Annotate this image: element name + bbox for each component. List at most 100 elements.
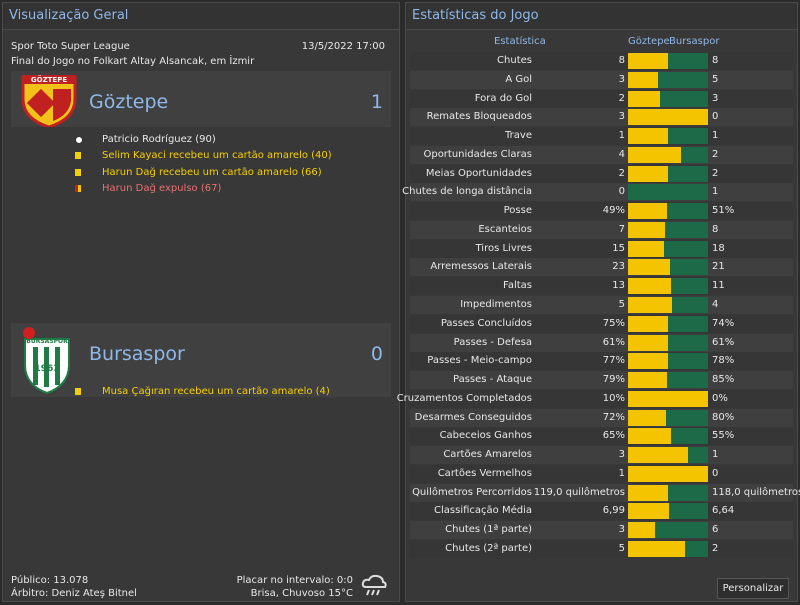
stat-label: Meias Oportunidades <box>425 167 532 179</box>
stat-bar <box>628 109 708 126</box>
home-bar <box>628 53 668 69</box>
home-bar <box>628 353 668 370</box>
stat-row: A Gol 3 5 <box>410 70 793 89</box>
away-value: 2 <box>712 148 719 160</box>
stat-label: Cabeceios Ganhos <box>439 430 532 442</box>
home-bar <box>628 146 682 163</box>
home-bar <box>628 203 668 220</box>
column-header: Göztepe <box>628 36 670 47</box>
home-value: 5 <box>618 543 625 555</box>
home-bar <box>628 484 669 501</box>
away-value: 6 <box>712 524 719 536</box>
event-icon <box>75 136 83 144</box>
stat-label: Fora do Gol <box>474 92 532 104</box>
overview-panel: Visualização Geral Spor Toto Super Leagu… <box>2 2 400 602</box>
stat-row: Passes - Defesa 61% 61% <box>410 333 793 352</box>
stat-row: Remates Bloqueados 3 0 <box>410 108 793 127</box>
home-value: 65% <box>602 430 625 442</box>
panel-title: Visualização Geral <box>9 8 129 23</box>
home-bar <box>628 465 708 482</box>
stat-label: Cruzamentos Completados <box>396 392 532 404</box>
home-name: Göztepe <box>89 91 169 113</box>
stat-row: Cabeceios Ganhos 65% 55% <box>410 427 793 446</box>
away-value: 74% <box>712 317 735 329</box>
home-value: 119,0 quilômetros <box>533 486 625 498</box>
stat-label: A Gol <box>505 73 532 85</box>
away-value: 0 <box>712 467 719 479</box>
away-value: 118,0 quilômetros <box>712 486 800 498</box>
stat-label: Chutes de longa distância <box>402 186 532 198</box>
away-value: 8 <box>712 223 719 235</box>
home-value: 0 <box>618 186 625 198</box>
stat-row: Cartões Vermelhos 1 0 <box>410 464 793 483</box>
stat-row: Impedimentos 5 4 <box>410 296 793 314</box>
away-value: 51% <box>712 205 735 217</box>
stat-row: Chutes de longa distância 0 1 <box>402 183 793 202</box>
referee: Árbitro: Deniz Ateş Bitnel <box>11 588 137 599</box>
stat-label: Remates Bloqueados <box>426 111 532 123</box>
event-text: Harun Dağ recebeu um cartão amarelo (66) <box>102 166 322 178</box>
logo-text: GÖZTEPE <box>31 75 67 84</box>
column-header: Bursaspor <box>669 36 720 47</box>
stat-bar <box>628 90 708 107</box>
stat-bar <box>628 128 708 145</box>
column-header: Estatística <box>494 36 546 47</box>
stat-bar <box>628 372 708 389</box>
stat-label: Tiros Livres <box>475 242 533 254</box>
stat-row: Passes - Ataque 79% 85% <box>410 371 793 390</box>
home-bar <box>628 447 688 464</box>
stat-label: Posse <box>503 205 532 217</box>
home-bar <box>628 109 708 126</box>
stat-label: Quilômetros Percorridos <box>412 486 532 498</box>
home-value: 72% <box>602 411 625 423</box>
event-icon <box>75 184 81 192</box>
stat-bar <box>628 165 708 182</box>
event-text: Harun Dağ expulso (67) <box>102 182 222 194</box>
away-value: 2 <box>712 543 719 555</box>
stat-bar <box>628 484 708 501</box>
home-team-row: GÖZTEPE Göztepe 1 <box>11 71 391 127</box>
home-value: 3 <box>618 524 625 536</box>
stat-row: Chutes 8 8 <box>410 52 793 70</box>
stat-bar <box>628 465 708 482</box>
stat-bar <box>628 297 708 313</box>
stat-row: Fora do Gol 2 3 <box>410 89 793 108</box>
attendance: Público: 13.078 <box>11 575 89 586</box>
stat-label: Chutes <box>497 55 532 66</box>
home-bar <box>628 128 668 145</box>
customize-button[interactable]: Personalizar <box>717 578 789 599</box>
away-value: 80% <box>712 411 735 423</box>
away-value: 3 <box>712 92 719 104</box>
stat-bar <box>628 428 708 445</box>
home-value: 2 <box>618 92 625 104</box>
stat-row: Posse 49% 51% <box>410 202 793 221</box>
stat-label: Cartões Amarelos <box>443 449 532 461</box>
stat-bar <box>628 221 708 238</box>
stat-label: Escanteios <box>478 223 532 235</box>
home-value: 77% <box>602 355 625 367</box>
stat-label: Passes Concluídos <box>440 317 532 329</box>
stat-bar <box>628 541 708 558</box>
home-value: 10% <box>602 392 625 404</box>
away-value: 61% <box>712 336 735 348</box>
stat-row: Passes Concluídos 75% 74% <box>410 314 793 333</box>
home-logo: GÖZTEPE <box>21 75 77 127</box>
away-value: 11 <box>712 280 725 292</box>
home-value: 13 <box>612 280 625 292</box>
logo-text: BURSASPOR <box>26 338 68 345</box>
home-value: 8 <box>618 55 625 66</box>
home-value: 3 <box>618 73 625 85</box>
home-value: 79% <box>602 374 625 386</box>
home-score: 1 <box>370 91 383 113</box>
stat-bar <box>628 315 708 332</box>
home-value: 1 <box>618 130 625 142</box>
away-value: 4 <box>712 299 719 310</box>
away-value: 2 <box>712 167 719 179</box>
stat-bar <box>628 53 708 69</box>
stat-label: Desarmes Conseguidos <box>414 411 532 423</box>
stat-row: Passes - Meio-campo 77% 78% <box>410 352 793 371</box>
away-value: 1 <box>712 130 719 142</box>
stat-bar <box>628 409 708 426</box>
event-icon <box>75 168 81 176</box>
